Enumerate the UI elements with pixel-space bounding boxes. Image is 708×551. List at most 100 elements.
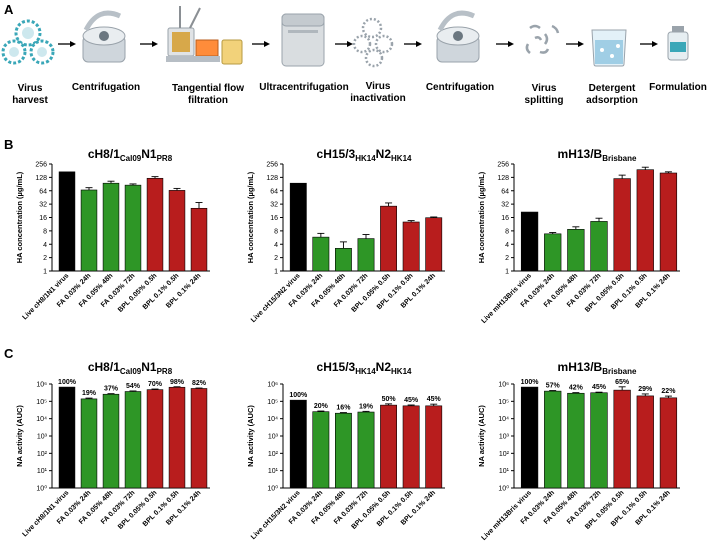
category-label: BPL 0.05% 0.5h bbox=[117, 489, 158, 530]
step-label-virus-inactivation: inactivation bbox=[350, 93, 406, 104]
percent-label: 100% bbox=[521, 379, 540, 386]
arrow-icon bbox=[566, 41, 584, 47]
arrow-icon bbox=[640, 41, 658, 47]
y-tick-label: 10² bbox=[268, 451, 279, 458]
step-label-tangential-flow: filtration bbox=[188, 95, 228, 106]
virus-inactivation-icon bbox=[352, 17, 394, 68]
centrifuge-icon bbox=[82, 10, 126, 63]
chart-title: cH8/1Cal09N1PR8 bbox=[88, 360, 173, 376]
chart-title: cH15/3HK14N2HK14 bbox=[317, 147, 413, 163]
bar bbox=[544, 233, 562, 272]
panel-label-a: A bbox=[4, 2, 14, 17]
bar bbox=[168, 386, 186, 489]
bar bbox=[335, 412, 352, 489]
y-tick-label: 10³ bbox=[499, 434, 510, 441]
bar bbox=[659, 172, 678, 272]
bar bbox=[659, 397, 678, 489]
chart-C2: cH15/3HK14N2HK14 10⁰ 10¹ 10² 10³ 10⁴ 10⁵ 10⁶ NA … bbox=[246, 360, 445, 541]
tangential-flow-filtration-icon bbox=[166, 6, 243, 65]
y-tick-label: 4 bbox=[274, 242, 278, 249]
y-tick-label: 128 bbox=[266, 175, 278, 182]
workflow-diagram: Virus harvest Centrifugation Tangential … bbox=[1, 6, 707, 106]
y-tick-label: 10⁰ bbox=[267, 485, 278, 493]
detergent-adsorption-icon bbox=[591, 29, 627, 67]
percent-label: 70% bbox=[148, 381, 163, 388]
chart-C1: cH8/1Cal09N1PR8 10⁰ 10¹ 10² 10³ 10⁴ 10⁵ 10⁶ NA a… bbox=[15, 360, 210, 538]
category-label: BPL 0.05% 0.5h bbox=[351, 272, 392, 313]
arrow-icon bbox=[404, 41, 422, 47]
bar bbox=[124, 391, 142, 489]
chart-B3: mH13/BBrisbane 1 2 4 8 16 32 64 128 256 HA concent… bbox=[477, 147, 680, 325]
y-tick-label: 2 bbox=[43, 255, 47, 262]
y-tick-label: 10² bbox=[37, 451, 48, 458]
bar bbox=[312, 236, 330, 272]
y-tick-label: 128 bbox=[35, 175, 47, 182]
step-label-tangential-flow: Tangential flow bbox=[172, 83, 244, 94]
bar bbox=[357, 238, 375, 272]
percent-label: 54% bbox=[126, 383, 141, 390]
y-tick-label: 256 bbox=[497, 162, 509, 169]
y-axis-label: HA concentration (µg/mL) bbox=[15, 171, 24, 263]
y-tick-label: 16 bbox=[501, 215, 509, 222]
y-tick-label: 32 bbox=[270, 202, 278, 209]
bar bbox=[590, 392, 608, 489]
category-label: BPL 0.05% 0.5h bbox=[117, 272, 158, 313]
bar bbox=[102, 182, 120, 272]
panel-label-b: B bbox=[4, 137, 13, 152]
step-label-detergent-adsorption: Detergent bbox=[589, 83, 636, 94]
percent-label: 98% bbox=[170, 379, 185, 386]
virus-harvest-icon bbox=[1, 19, 55, 65]
ultracentrifuge-icon bbox=[281, 13, 325, 67]
step-label-virus-splitting: Virus bbox=[532, 83, 557, 94]
chart-C3: mH13/BBrisbane 10⁰ 10¹ 10² 10³ 10⁴ 10⁵ 10⁶ NA ac… bbox=[477, 360, 680, 542]
y-tick-label: 16 bbox=[270, 215, 278, 222]
step-label-virus-harvest: Virus bbox=[18, 83, 43, 94]
chart-title: cH8/1Cal09N1PR8 bbox=[88, 147, 173, 163]
y-tick-label: 10¹ bbox=[37, 468, 48, 475]
percent-label: 45% bbox=[427, 396, 442, 403]
virus-splitting-icon bbox=[525, 24, 560, 54]
step-label-ultracentrifugation: Ultracentrifugation bbox=[259, 82, 348, 93]
workflow-arrows bbox=[58, 41, 658, 47]
bar bbox=[425, 405, 443, 489]
step-label-detergent-adsorption: adsorption bbox=[586, 95, 638, 106]
bar bbox=[402, 405, 420, 489]
bar bbox=[357, 411, 375, 489]
percent-label: 65% bbox=[615, 379, 630, 386]
y-tick-label: 16 bbox=[39, 215, 47, 222]
percent-label: 19% bbox=[359, 403, 374, 410]
percent-label: 82% bbox=[192, 380, 207, 387]
category-label: BPL 0.05% 0.5h bbox=[351, 489, 392, 530]
chart-title: mH13/BBrisbane bbox=[558, 360, 637, 376]
percent-label: 22% bbox=[661, 388, 676, 395]
bar bbox=[289, 182, 307, 272]
y-tick-label: 10³ bbox=[268, 434, 279, 441]
percent-label: 45% bbox=[592, 384, 607, 391]
percent-label: 37% bbox=[104, 386, 119, 393]
y-tick-label: 10⁵ bbox=[498, 399, 509, 406]
arrow-icon bbox=[252, 41, 270, 47]
step-label-centrifugation: Centrifugation bbox=[426, 82, 494, 93]
y-tick-label: 10⁰ bbox=[36, 485, 47, 493]
bar bbox=[102, 393, 120, 489]
bar bbox=[80, 398, 98, 489]
percent-label: 29% bbox=[638, 386, 653, 393]
y-tick-label: 10⁴ bbox=[267, 416, 278, 423]
y-tick-label: 256 bbox=[35, 162, 47, 169]
y-tick-label: 4 bbox=[43, 242, 47, 249]
bar bbox=[58, 386, 76, 489]
y-tick-label: 1 bbox=[505, 269, 509, 276]
y-tick-label: 256 bbox=[266, 162, 278, 169]
step-label-virus-harvest: harvest bbox=[12, 95, 48, 106]
bar bbox=[190, 207, 208, 272]
y-tick-label: 8 bbox=[505, 228, 509, 235]
bar bbox=[613, 389, 631, 489]
y-tick-label: 10⁰ bbox=[498, 485, 509, 493]
y-tick-label: 10⁶ bbox=[498, 382, 509, 389]
arrow-icon bbox=[58, 41, 76, 47]
bar bbox=[335, 248, 352, 272]
y-tick-label: 8 bbox=[274, 228, 278, 235]
bar bbox=[425, 217, 443, 272]
arrow-icon bbox=[496, 41, 514, 47]
